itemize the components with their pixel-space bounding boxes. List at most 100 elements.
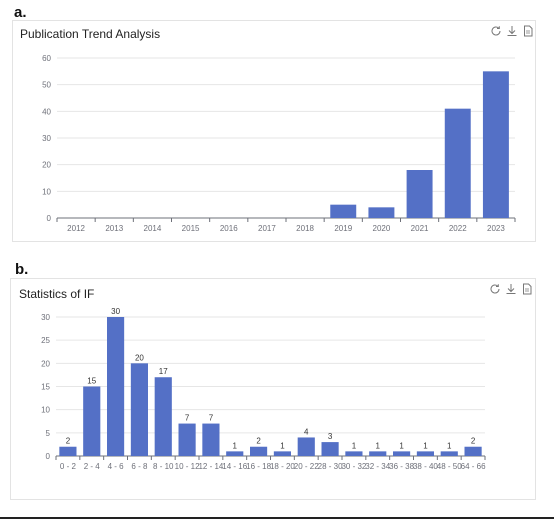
x-tick-label: 2016	[220, 224, 238, 233]
data-label: 2	[256, 437, 261, 446]
y-tick-label: 10	[41, 406, 50, 415]
bar	[444, 108, 471, 218]
bar	[130, 363, 148, 456]
if-statistics-card: Statistics of IF 0 5 10 15 20 25 30 2 0 - 2 15 2 -…	[10, 278, 536, 500]
y-tick-label: 10	[42, 187, 51, 196]
y-tick-label: 0	[46, 452, 51, 461]
data-label: 1	[280, 441, 285, 450]
x-tick-label: 12 - 14	[198, 462, 223, 471]
x-tick-label: 18 - 20	[270, 462, 295, 471]
data-label: 1	[447, 441, 452, 450]
x-tick-label: 64 - 66	[461, 462, 486, 471]
data-label: 20	[135, 353, 144, 362]
bar	[83, 386, 101, 456]
x-tick-label: 8 - 10	[153, 462, 174, 471]
chart-a-toolbar	[490, 25, 534, 37]
x-tick-label: 2019	[334, 224, 352, 233]
bar	[406, 170, 433, 218]
x-tick-label: 2012	[67, 224, 85, 233]
panel-b-label: b.	[15, 261, 29, 278]
x-tick-label: 48 - 50	[437, 462, 462, 471]
bar	[369, 451, 387, 456]
x-tick-label: 2 - 4	[84, 462, 101, 471]
data-label: 1	[376, 441, 381, 450]
bar	[273, 451, 291, 456]
y-tick-label: 50	[42, 81, 51, 90]
x-tick-label: 10 - 12	[175, 462, 200, 471]
bar	[250, 446, 268, 456]
x-tick-label: 2021	[411, 224, 429, 233]
x-tick-label: 32 - 34	[365, 462, 390, 471]
bar	[202, 423, 220, 456]
refresh-icon[interactable]	[489, 283, 501, 295]
x-tick-label: 4 - 6	[108, 462, 125, 471]
bar	[297, 437, 315, 456]
bar	[107, 317, 125, 456]
chart-b-title: Statistics of IF	[19, 287, 95, 301]
data-label: 30	[111, 307, 120, 316]
y-tick-label: 40	[42, 107, 51, 116]
data-label: 7	[185, 414, 190, 423]
y-tick-label: 60	[42, 54, 51, 63]
chart-b-toolbar	[489, 283, 533, 295]
if-statistics-chart: 0 5 10 15 20 25 30 2 0 - 2 15 2 - 4 30 4 - 6 20 6 - 8 1…	[41, 307, 486, 471]
x-tick-label: 36 - 38	[389, 462, 414, 471]
document-icon[interactable]	[522, 25, 534, 37]
x-tick-label: 2017	[258, 224, 276, 233]
data-label: 15	[87, 377, 96, 386]
publication-trend-card: Publication Trend Analysis 0 10 20 30 40 50 60…	[12, 20, 536, 242]
bar	[482, 71, 509, 218]
bar	[59, 446, 77, 456]
data-label: 1	[399, 441, 404, 450]
data-label: 1	[233, 441, 238, 450]
data-label: 7	[209, 414, 214, 423]
y-tick-label: 20	[41, 359, 50, 368]
y-tick-label: 20	[42, 161, 51, 170]
download-icon[interactable]	[505, 283, 517, 295]
y-tick-label: 5	[46, 429, 51, 438]
x-tick-label: 2022	[449, 224, 467, 233]
x-tick-label: 2015	[182, 224, 200, 233]
bar	[226, 451, 244, 456]
y-tick-label: 0	[47, 214, 52, 223]
publication-trend-chart: 0 10 20 30 40 50 60 2012 2013 2014 2015 2016 2017 201…	[42, 54, 516, 233]
bar	[368, 207, 395, 218]
data-label: 3	[328, 432, 333, 441]
bar	[440, 451, 458, 456]
bottom-divider	[0, 517, 554, 519]
x-tick-label: 2023	[487, 224, 505, 233]
bar	[393, 451, 411, 456]
bar	[321, 442, 339, 456]
bar	[330, 204, 357, 218]
x-tick-label: 2013	[105, 224, 123, 233]
bar	[345, 451, 363, 456]
bar	[464, 446, 482, 456]
download-icon[interactable]	[506, 25, 518, 37]
x-tick-label: 16 - 18	[246, 462, 271, 471]
chart-a-title: Publication Trend Analysis	[20, 27, 161, 41]
data-label: 1	[423, 441, 428, 450]
x-tick-label: 6 - 8	[131, 462, 148, 471]
x-tick-label: 2018	[296, 224, 314, 233]
x-tick-label: 2020	[373, 224, 391, 233]
x-tick-label: 28 - 30	[318, 462, 343, 471]
y-tick-label: 15	[41, 383, 50, 392]
refresh-icon[interactable]	[490, 25, 502, 37]
data-label: 1	[352, 441, 357, 450]
x-tick-label: 0 - 2	[60, 462, 77, 471]
x-tick-label: 14 - 16	[222, 462, 247, 471]
bar	[154, 377, 172, 456]
x-tick-label: 38 - 40	[413, 462, 438, 471]
y-tick-label: 25	[41, 336, 50, 345]
y-tick-label: 30	[41, 313, 50, 322]
y-tick-label: 30	[42, 134, 51, 143]
document-icon[interactable]	[521, 283, 533, 295]
bar	[178, 423, 196, 456]
data-label: 17	[159, 367, 168, 376]
x-tick-label: 2014	[144, 224, 162, 233]
x-tick-label: 30 - 32	[341, 462, 366, 471]
x-tick-label: 20 - 22	[294, 462, 319, 471]
bar	[416, 451, 434, 456]
data-label: 2	[471, 437, 476, 446]
data-label: 4	[304, 427, 309, 436]
